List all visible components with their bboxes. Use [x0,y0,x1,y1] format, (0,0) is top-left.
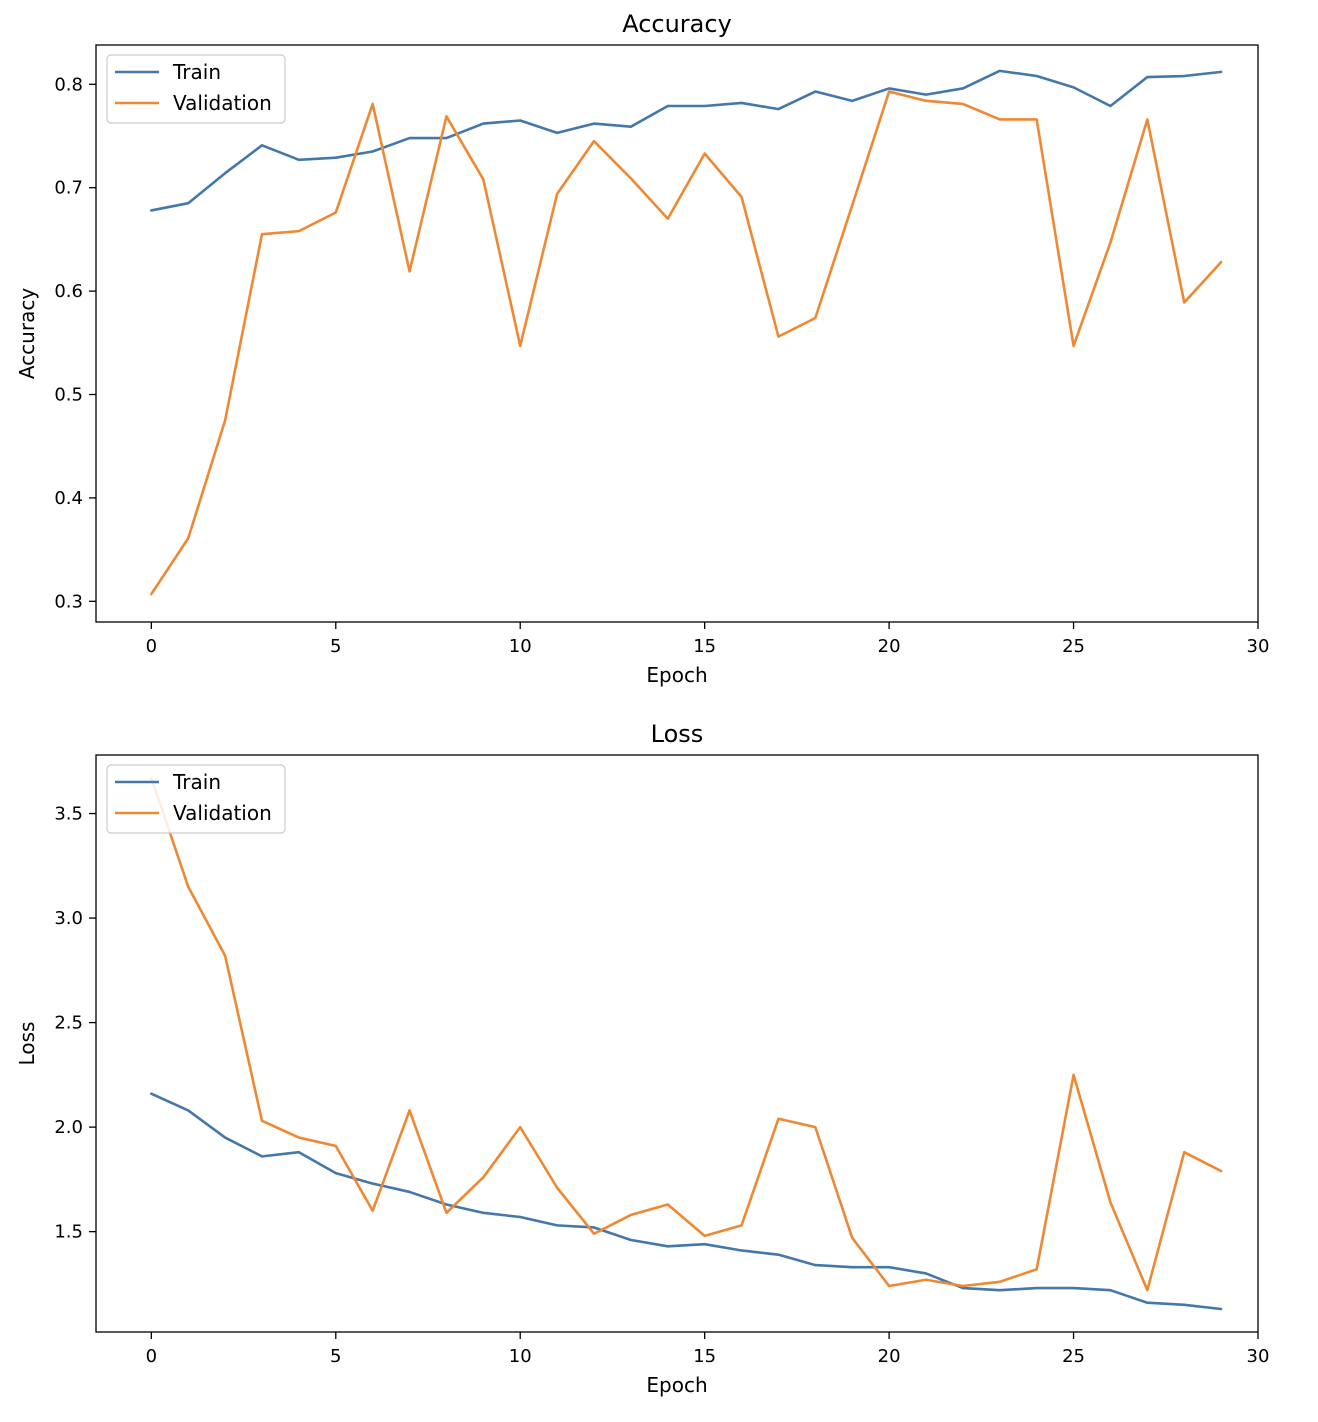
x-axis-label: Epoch [646,1373,707,1397]
y-tick-label: 3.0 [54,908,83,929]
series-lines [150,776,1223,1311]
y-tick-label: 0.6 [54,281,83,302]
chart-panel-accuracy: Accuracy 0 5 10 15 20 25 30 0.3 0.4 0.5 0.6 0.7 0.8 Ep… [15,10,1269,687]
y-tick-label: 0.5 [54,385,83,406]
y-tick-label: 1.5 [54,1222,83,1243]
y-tick-label: 0.3 [54,591,83,612]
x-tick-label: 10 [509,1346,532,1367]
legend: Train Validation [106,54,286,124]
y-tick-label: 0.8 [54,74,83,95]
axes-frame [95,754,1259,1333]
legend: Train Validation [106,764,286,834]
legend-label-train: Train [172,770,221,794]
x-tick-label: 10 [509,636,532,657]
x-tick-label: 0 [146,636,157,657]
axes-frame [95,44,1259,623]
y-tick-label: 0.7 [54,178,83,199]
chart-panel-loss: Loss 0 5 10 15 20 25 30 1.5 2.0 2.5 3.0 3.5 Epoch Loss… [15,720,1269,1397]
chart-title: Accuracy [622,10,732,38]
legend-label-validation: Validation [173,801,272,825]
series-lines [150,69,1223,596]
x-tick-label: 15 [693,636,716,657]
series-line-validation [150,776,1223,1292]
x-tick-label: 5 [330,636,341,657]
legend-label-train: Train [172,60,221,84]
x-tick-label: 25 [1062,1346,1085,1367]
chart-title: Loss [651,720,704,748]
x-tick-label: 25 [1062,636,1085,657]
x-tick-label: 20 [878,636,901,657]
y-tick-label: 2.0 [54,1117,83,1138]
y-tick-label: 2.5 [54,1013,83,1034]
x-tick-label: 30 [1247,1346,1270,1367]
x-tick-label: 15 [693,1346,716,1367]
x-tick-label: 30 [1247,636,1270,657]
x-axis-label: Epoch [646,663,707,687]
x-tick-label: 5 [330,1346,341,1367]
series-line-validation [150,90,1223,596]
x-tick-label: 0 [146,1346,157,1367]
y-axis-label: Loss [15,1022,39,1066]
series-line-train [150,69,1223,212]
legend-label-validation: Validation [173,91,272,115]
y-axis-label: Accuracy [15,288,39,379]
series-line-train [150,1092,1223,1311]
y-tick-label: 0.4 [54,488,83,509]
x-tick-label: 20 [878,1346,901,1367]
y-tick-label: 3.5 [54,804,83,825]
